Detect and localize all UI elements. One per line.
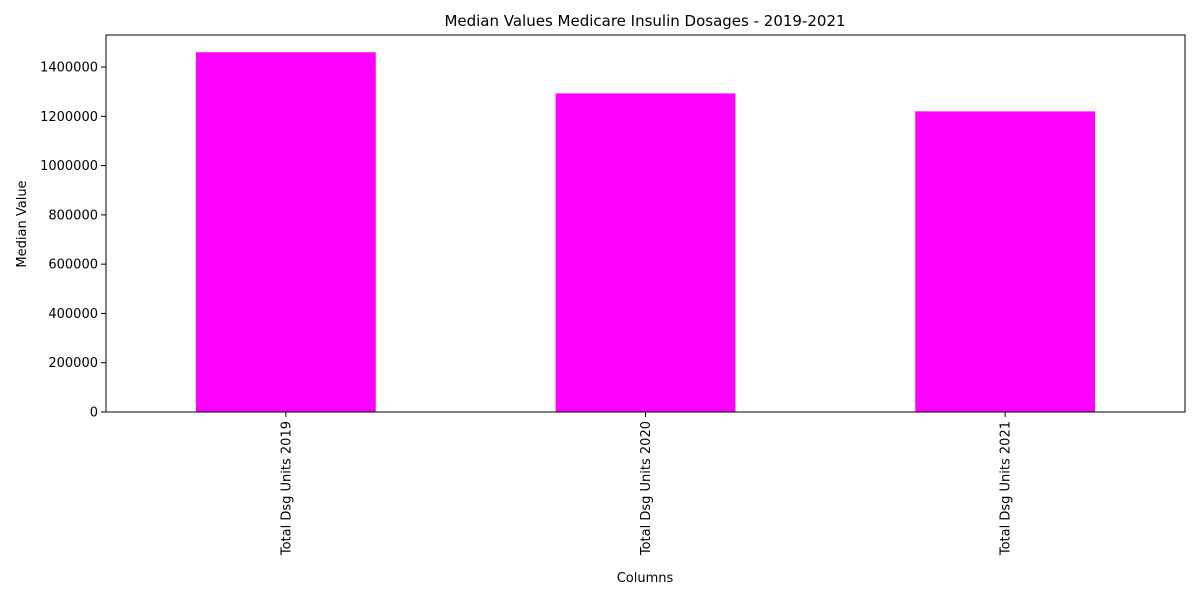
y-tick-label: 0 [90,406,98,421]
chart-title: Median Values Medicare Insulin Dosages -… [444,12,845,30]
y-tick-label: 400000 [48,307,98,322]
x-tick-label: Total Dsg Units 2019 [279,421,294,556]
y-tick-label: 800000 [48,208,98,223]
bar-1 [195,52,376,413]
y-tick-label: 1400000 [40,61,98,76]
y-tick-label: 1000000 [40,159,98,174]
bar-3 [915,111,1096,412]
x-axis-label: Columns [617,571,674,586]
y-tick-label: 200000 [48,356,98,371]
y-tick-label: 600000 [48,258,98,273]
y-axis-label: Median Value [15,180,30,267]
x-tick-label: Total Dsg Units 2021 [999,421,1014,556]
y-tick-label: 1200000 [40,110,98,125]
bars-group [195,52,1096,413]
y-axis: 0 200000 400000 600000 800000 1000000 1200000 1… [40,61,106,421]
x-tick-label: Total Dsg Units 2020 [639,421,654,556]
bar-2 [555,93,736,412]
x-axis: Total Dsg Units 2019 Total Dsg Units 2020… [279,412,1014,556]
plot-frame [105,34,1186,413]
